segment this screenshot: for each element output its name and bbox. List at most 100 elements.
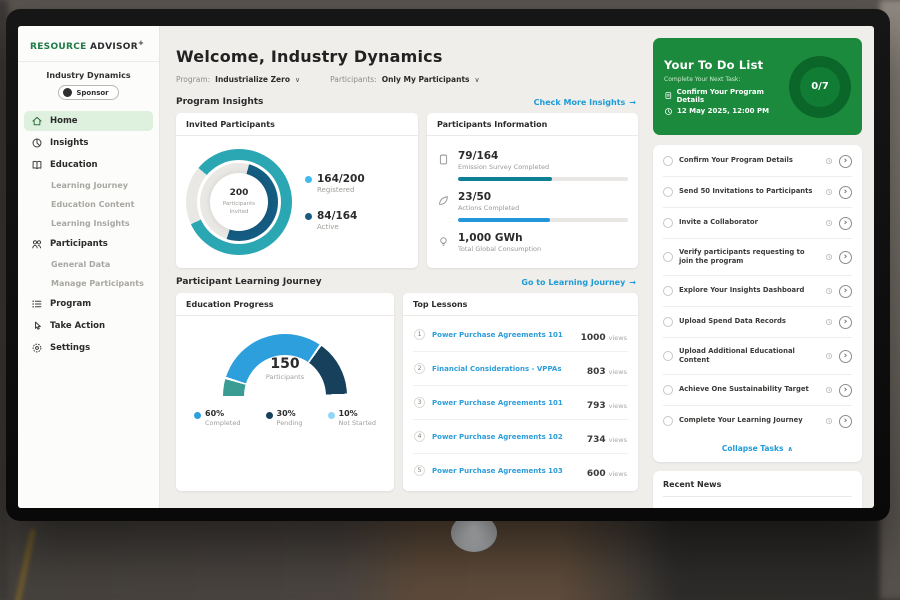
sidebar-item-learning-journey[interactable]: Learning Journey — [24, 177, 153, 194]
check-more-insights-link[interactable]: Check More Insights → — [533, 97, 636, 107]
filter-bar: Program: Industrialize Zero ∨ Participan… — [176, 75, 638, 84]
learning-cards: Education Progress 150 Participants — [176, 293, 638, 491]
task-clock-icon — [825, 287, 833, 295]
participants-filter[interactable]: Participants: Only My Participants ∨ — [330, 75, 480, 84]
todo-task-row[interactable]: Confirm Your Program Details › — [663, 146, 852, 177]
sidebar-item-label: Take Action — [50, 321, 106, 331]
clipboard-icon — [665, 92, 672, 99]
program-list-icon — [32, 300, 42, 308]
task-open-button[interactable]: › — [839, 185, 852, 199]
task-checkbox[interactable] — [663, 156, 673, 166]
sidebar-item-education[interactable]: Education — [24, 155, 153, 175]
card-title: Invited Participants — [176, 113, 418, 136]
education-icon — [32, 160, 42, 170]
sidebar-item-general-data[interactable]: General Data — [24, 256, 153, 273]
sidebar-item-label: Manage Participants — [51, 279, 144, 288]
todo-task-row[interactable]: Verify participants requesting to join t… — [663, 239, 852, 277]
sponsor-label: Sponsor — [76, 88, 109, 97]
task-checkbox[interactable] — [663, 416, 673, 427]
arrow-right-icon: → — [629, 97, 636, 107]
todo-task-row[interactable]: Send 50 Invitations to Participants › — [663, 177, 852, 208]
lesson-link[interactable]: Power Purchase Agreements 102 — [432, 432, 563, 441]
gauge-legend: 60% Completed 30% Pending 10% Not Started — [186, 397, 384, 433]
task-clock-icon — [825, 352, 833, 360]
lesson-row: 2 Financial Considerations - VPPAs 803 vi… — [413, 352, 628, 386]
todo-task-row[interactable]: Upload Spend Data Records › — [663, 307, 852, 339]
lesson-link[interactable]: Power Purchase Agreements 101 — [432, 398, 563, 407]
todo-task-row[interactable]: Invite a Collaborator › — [663, 208, 852, 239]
lesson-link[interactable]: Power Purchase Agreements 101 — [432, 330, 563, 339]
sidebar-item-take-action[interactable]: Take Action — [24, 316, 153, 336]
legend-active: 84/164 Active — [305, 210, 365, 231]
go-to-learning-journey-link[interactable]: Go to Learning Journey → — [521, 277, 636, 287]
todo-task-row[interactable]: Complete Your Learning Journey › — [663, 406, 852, 436]
stat-consumption: 1,000 GWh Total Global Consumption — [437, 226, 628, 257]
lesson-link[interactable]: Power Purchase Agreements 103 — [432, 466, 563, 475]
task-checkbox[interactable] — [663, 252, 673, 263]
sidebar-item-label: Education — [50, 160, 98, 170]
task-open-button[interactable]: › — [839, 154, 852, 168]
sidebar-item-manage-participants[interactable]: Manage Participants — [24, 275, 153, 292]
education-progress-card: Education Progress 150 Participants — [176, 293, 394, 491]
actions-progress-bar — [458, 218, 628, 222]
todo-task-row[interactable]: Achieve One Sustainability Target › — [663, 375, 852, 407]
invited-participants-card: Invited Participants 200 Participants In… — [176, 113, 418, 268]
sidebar-item-label: Participants — [50, 239, 108, 249]
task-checkbox[interactable] — [663, 218, 673, 228]
sidebar-item-label: Program — [50, 299, 92, 309]
card-title: Top Lessons — [403, 293, 638, 316]
lesson-rank: 5 — [414, 465, 425, 476]
program-filter[interactable]: Program: Industrialize Zero ∨ — [176, 75, 300, 84]
task-label: Achieve One Sustainability Target — [679, 385, 809, 394]
section-title: Participant Learning Journey — [176, 277, 322, 287]
lesson-rank: 3 — [414, 397, 425, 408]
donut-center-label: Participants Invited — [222, 200, 256, 215]
task-open-button[interactable]: › — [839, 284, 852, 298]
task-clock-icon — [825, 219, 833, 227]
task-checkbox[interactable] — [663, 286, 673, 297]
sidebar-nav: Home Insights Education Learning Journey… — [18, 110, 159, 359]
task-checkbox[interactable] — [663, 187, 673, 197]
sidebar-item-program[interactable]: Program — [24, 294, 153, 314]
task-checkbox[interactable] — [663, 351, 673, 362]
task-open-button[interactable]: › — [839, 216, 852, 230]
logo-advisor: ADVISOR+ — [90, 39, 145, 52]
sidebar-item-insights[interactable]: Insights — [24, 133, 153, 153]
stat-emission-survey: 79/164 Emission Survey Completed — [437, 144, 628, 185]
home-icon — [32, 116, 42, 126]
legend-dot — [305, 213, 312, 220]
task-checkbox[interactable] — [663, 385, 673, 396]
lesson-rank: 4 — [414, 431, 425, 442]
task-checkbox[interactable] — [663, 317, 673, 328]
task-clock-icon — [825, 318, 833, 326]
todo-subtitle: Complete Your Next Task: — [664, 75, 741, 83]
task-clock-icon — [825, 387, 833, 394]
lesson-link[interactable]: Financial Considerations - VPPAs — [432, 364, 562, 373]
task-open-button[interactable]: › — [839, 349, 852, 363]
stat-actions-completed: 23/50 Actions Completed — [437, 185, 628, 226]
task-open-button[interactable]: › — [839, 250, 852, 264]
sidebar-item-label: Education Content — [51, 200, 135, 209]
task-label: Send 50 Invitations to Participants — [679, 187, 813, 196]
collapse-tasks-link[interactable]: Collapse Tasks ∧ — [721, 444, 794, 454]
sidebar: RESOURCE ADVISOR+ Industry Dynamics Spon… — [18, 26, 160, 508]
task-open-button[interactable]: › — [839, 315, 852, 329]
sidebar-item-settings[interactable]: Settings — [24, 338, 153, 358]
monitor-bezel: RESOURCE ADVISOR+ Industry Dynamics Spon… — [6, 9, 890, 521]
task-open-button[interactable]: › — [839, 414, 852, 428]
task-open-button[interactable]: › — [839, 383, 852, 397]
todo-task-row[interactable]: Explore Your Insights Dashboard › — [663, 276, 852, 308]
todo-panel: Your To Do List Complete Your Next Task:… — [648, 26, 874, 508]
filter-value: Only My Participants — [381, 75, 470, 84]
bulb-icon — [440, 237, 447, 246]
survey-icon — [439, 154, 448, 165]
sidebar-item-education-content[interactable]: Education Content — [24, 196, 153, 213]
sidebar-item-learning-insights[interactable]: Learning Insights — [24, 215, 153, 232]
sidebar-item-participants[interactable]: Participants — [24, 234, 153, 254]
todo-task-row[interactable]: Upload Additional Educational Content › — [663, 338, 852, 376]
sidebar-item-home[interactable]: Home — [24, 111, 153, 131]
legend-dot — [327, 412, 335, 419]
sidebar-item-label: General Data — [51, 260, 111, 269]
legend-pending: 30% Pending — [265, 409, 302, 427]
